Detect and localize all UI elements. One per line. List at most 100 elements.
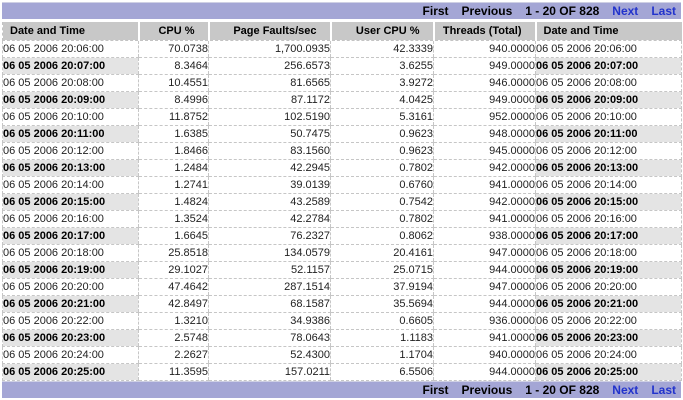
cell-page-faults-per-sec: 102.5190 <box>208 108 331 126</box>
cell-date-and-time-2: 06 05 2006 20:21:00 <box>535 295 682 313</box>
cell-page-faults-per-sec: 52.4300 <box>208 346 331 364</box>
cell-threads-total: 944.0000 <box>433 363 536 381</box>
last-page-button[interactable]: Last <box>651 4 676 18</box>
first-page-button[interactable]: First <box>422 383 449 397</box>
cell-date-and-time-2: 06 05 2006 20:13:00 <box>535 159 682 177</box>
cell-cpu-pct: 29.1027 <box>138 261 209 279</box>
cell-date-and-time-2: 06 05 2006 20:16:00 <box>535 210 682 228</box>
cell-user-cpu-pct: 0.6605 <box>330 312 434 330</box>
cell-threads-total: 946.0000 <box>433 74 536 92</box>
cell-cpu-pct: 1.4824 <box>138 193 209 211</box>
column-header-user-cpu-pct: User CPU % <box>329 21 434 41</box>
column-header-date-and-time-2: Date and Time <box>534 21 682 41</box>
cell-date-and-time: 06 05 2006 20:15:00 <box>2 193 139 211</box>
cell-user-cpu-pct: 20.4161 <box>330 244 434 262</box>
table-row: 06 05 2006 20:22:00 1.3210 34.9386 0.6605 93… <box>2 312 682 330</box>
cell-cpu-pct: 1.8466 <box>138 142 209 160</box>
last-page-button[interactable]: Last <box>651 383 676 397</box>
cell-user-cpu-pct: 0.7802 <box>330 210 434 228</box>
cell-user-cpu-pct: 3.9272 <box>330 74 434 92</box>
cell-threads-total: 942.0000 <box>433 159 536 177</box>
cell-user-cpu-pct: 0.9623 <box>330 125 434 143</box>
cell-date-and-time: 06 05 2006 20:17:00 <box>2 227 139 245</box>
cell-date-and-time: 06 05 2006 20:23:00 <box>2 329 139 347</box>
performance-data-table: Date and Time CPU % Page Faults/sec User… <box>2 21 682 381</box>
cell-cpu-pct: 1.3210 <box>138 312 209 330</box>
cell-date-and-time-2: 06 05 2006 20:12:00 <box>535 142 682 160</box>
cell-page-faults-per-sec: 83.1560 <box>208 142 331 160</box>
cell-date-and-time-2: 06 05 2006 20:10:00 <box>535 108 682 126</box>
cell-date-and-time-2: 06 05 2006 20:23:00 <box>535 329 682 347</box>
cell-date-and-time: 06 05 2006 20:12:00 <box>2 142 139 160</box>
cell-date-and-time: 06 05 2006 20:25:00 <box>2 363 139 381</box>
cell-user-cpu-pct: 5.3161 <box>330 108 434 126</box>
cell-date-and-time: 06 05 2006 20:07:00 <box>2 57 139 75</box>
cell-cpu-pct: 2.5748 <box>138 329 209 347</box>
cell-date-and-time-2: 06 05 2006 20:11:00 <box>535 125 682 143</box>
table-row: 06 05 2006 20:19:00 29.1027 52.1157 25.0715… <box>2 261 682 279</box>
previous-page-button[interactable]: Previous <box>461 4 513 18</box>
table-row: 06 05 2006 20:08:00 10.4551 81.6565 3.9272 9… <box>2 74 682 92</box>
cell-threads-total: 949.0000 <box>433 91 536 109</box>
cell-cpu-pct: 70.0738 <box>138 40 209 58</box>
cell-date-and-time: 06 05 2006 20:09:00 <box>2 91 139 109</box>
cell-user-cpu-pct: 3.6255 <box>330 57 434 75</box>
cell-page-faults-per-sec: 68.1587 <box>208 295 331 313</box>
cell-date-and-time: 06 05 2006 20:18:00 <box>2 244 139 262</box>
cell-threads-total: 947.0000 <box>433 244 536 262</box>
first-page-button[interactable]: First <box>422 4 449 18</box>
cell-date-and-time: 06 05 2006 20:10:00 <box>2 108 139 126</box>
table-row: 06 05 2006 20:15:00 1.4824 43.2589 0.7542 94… <box>2 193 682 211</box>
cell-page-faults-per-sec: 76.2327 <box>208 227 331 245</box>
cell-threads-total: 940.0000 <box>433 346 536 364</box>
cell-date-and-time-2: 06 05 2006 20:09:00 <box>535 91 682 109</box>
column-header-threads-total: Threads (Total) <box>432 21 536 41</box>
cell-date-and-time: 06 05 2006 20:20:00 <box>2 278 139 296</box>
table-row: 06 05 2006 20:11:00 1.6385 50.7475 0.9623 94… <box>2 125 682 143</box>
cell-date-and-time: 06 05 2006 20:14:00 <box>2 176 139 194</box>
table-header-row: Date and Time CPU % Page Faults/sec User… <box>2 21 682 41</box>
table-row: 06 05 2006 20:13:00 1.2484 42.2945 0.7802 94… <box>2 159 682 177</box>
table-row: 06 05 2006 20:14:00 1.2741 39.0139 0.6760 94… <box>2 176 682 194</box>
cell-page-faults-per-sec: 50.7475 <box>208 125 331 143</box>
cell-date-and-time: 06 05 2006 20:08:00 <box>2 74 139 92</box>
cell-date-and-time-2: 06 05 2006 20:07:00 <box>535 57 682 75</box>
cell-user-cpu-pct: 1.1704 <box>330 346 434 364</box>
cell-page-faults-per-sec: 52.1157 <box>208 261 331 279</box>
table-row: 06 05 2006 20:20:00 47.4642 287.1514 37.919… <box>2 278 682 296</box>
column-header-date-and-time: Date and Time <box>2 21 139 41</box>
next-page-button[interactable]: Next <box>612 383 639 397</box>
column-header-cpu-pct: CPU % <box>137 21 209 41</box>
cell-date-and-time-2: 06 05 2006 20:19:00 <box>535 261 682 279</box>
cell-threads-total: 940.0000 <box>433 40 536 58</box>
cell-user-cpu-pct: 0.9623 <box>330 142 434 160</box>
cell-date-and-time: 06 05 2006 20:19:00 <box>2 261 139 279</box>
cell-threads-total: 941.0000 <box>433 176 536 194</box>
cell-user-cpu-pct: 35.5694 <box>330 295 434 313</box>
cell-date-and-time: 06 05 2006 20:22:00 <box>2 312 139 330</box>
cell-page-faults-per-sec: 256.6573 <box>208 57 331 75</box>
cell-page-faults-per-sec: 1,700.0935 <box>208 40 331 58</box>
previous-page-button[interactable]: Previous <box>461 383 513 397</box>
cell-date-and-time-2: 06 05 2006 20:18:00 <box>535 244 682 262</box>
cell-cpu-pct: 25.8518 <box>138 244 209 262</box>
next-page-button[interactable]: Next <box>612 4 639 18</box>
page-range-label: 1 - 20 OF 828 <box>525 383 600 397</box>
cell-page-faults-per-sec: 87.1172 <box>208 91 331 109</box>
cell-threads-total: 945.0000 <box>433 142 536 160</box>
table-row: 06 05 2006 20:25:00 11.3595 157.0211 6.5506… <box>2 363 682 381</box>
cell-cpu-pct: 11.3595 <box>138 363 209 381</box>
table-row: 06 05 2006 20:24:00 2.2627 52.4300 1.1704 94… <box>2 346 682 364</box>
cell-date-and-time-2: 06 05 2006 20:14:00 <box>535 176 682 194</box>
cell-cpu-pct: 47.4642 <box>138 278 209 296</box>
cell-cpu-pct: 2.2627 <box>138 346 209 364</box>
cell-cpu-pct: 42.8497 <box>138 295 209 313</box>
cell-page-faults-per-sec: 43.2589 <box>208 193 331 211</box>
cell-threads-total: 947.0000 <box>433 278 536 296</box>
cell-page-faults-per-sec: 134.0579 <box>208 244 331 262</box>
cell-threads-total: 952.0000 <box>433 108 536 126</box>
cell-cpu-pct: 1.2484 <box>138 159 209 177</box>
cell-date-and-time: 06 05 2006 20:13:00 <box>2 159 139 177</box>
cell-cpu-pct: 10.4551 <box>138 74 209 92</box>
